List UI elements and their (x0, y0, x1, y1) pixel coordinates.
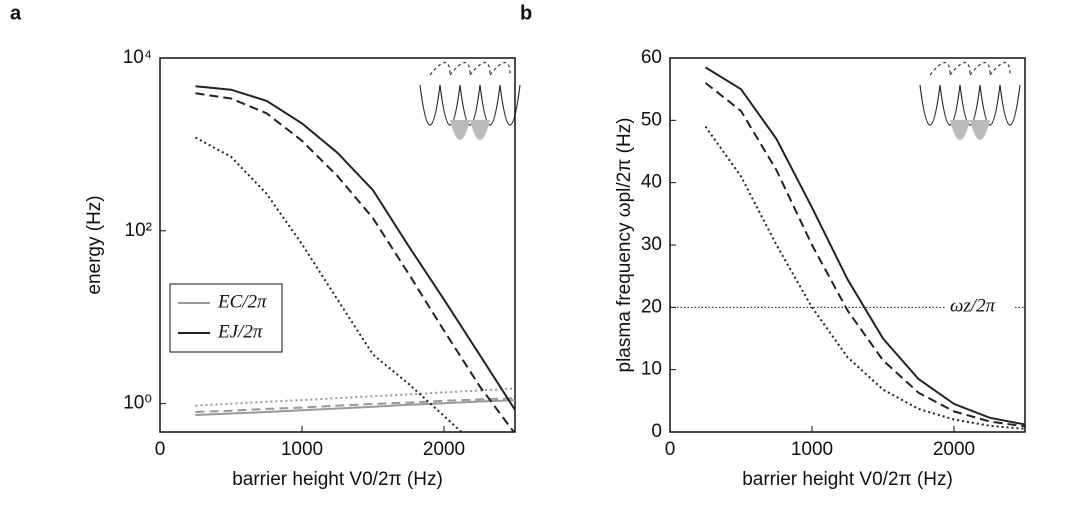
y-tick-label: 10⁴ (123, 47, 152, 68)
plot-frame (669, 57, 1026, 433)
x-axis-label: barrier height V0/2π (Hz) (742, 469, 953, 490)
legend-label: EC/2π (217, 291, 267, 312)
panel-label: a (10, 2, 22, 24)
series-line (195, 399, 515, 416)
series-line (195, 387, 515, 407)
plot-frame (159, 57, 516, 433)
x-tick-label: 1000 (281, 439, 323, 460)
y-tick-label: 30 (641, 234, 662, 255)
y-tick-label: 50 (641, 109, 662, 130)
plot-area (195, 85, 515, 432)
y-axis-label: energy (Hz) (84, 195, 105, 294)
inset-a (419, 61, 521, 140)
reference-label: ωz/2π (950, 296, 996, 317)
y-tick-label: 10² (125, 220, 152, 241)
plot-area (670, 66, 1025, 430)
y-tick-label: 10⁰ (123, 393, 152, 414)
x-axis-label: barrier height V0/2π (Hz) (232, 469, 443, 490)
series-line (704, 126, 1025, 430)
series-line (195, 92, 515, 432)
legend-box (169, 283, 283, 353)
series-line (704, 66, 1025, 426)
panel-label: b (520, 2, 532, 24)
y-tick-label: 10 (641, 359, 662, 380)
x-tick-label: 1000 (791, 439, 833, 460)
y-tick-label: 60 (641, 47, 662, 68)
y-axis-label: plasma frequency ωpl/2π (Hz) (614, 118, 635, 373)
series-line (195, 397, 515, 413)
series-line (195, 85, 515, 411)
x-tick-label: 0 (155, 439, 166, 460)
inset-b (919, 61, 1021, 140)
x-tick-label: 2000 (423, 439, 465, 460)
y-tick-label: 20 (641, 296, 662, 317)
x-tick-label: 2000 (933, 439, 975, 460)
series-line (195, 136, 463, 432)
legend-label: EJ/2π (217, 321, 263, 342)
series-line (704, 82, 1025, 428)
x-tick-label: 0 (665, 439, 676, 460)
y-tick-label: 40 (641, 172, 662, 193)
y-tick-label: 0 (651, 421, 662, 442)
